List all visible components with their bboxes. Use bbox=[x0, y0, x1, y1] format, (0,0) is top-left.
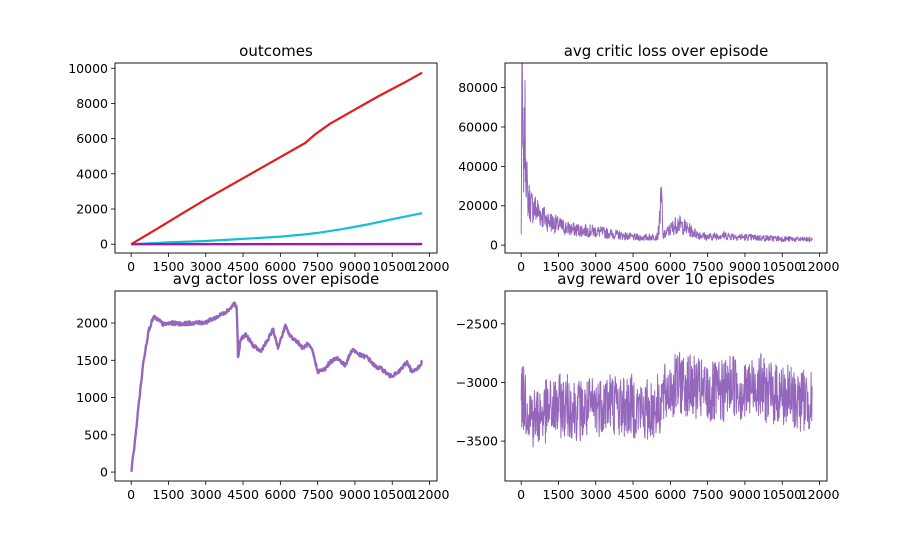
x-tick-label: 9000 bbox=[339, 487, 371, 502]
chart-title: outcomes bbox=[239, 42, 313, 60]
x-tick-label: 7500 bbox=[692, 259, 724, 274]
axes-frame bbox=[114, 62, 438, 254]
y-tick-label: −2500 bbox=[456, 316, 498, 331]
y-tick-label: 10000 bbox=[68, 61, 108, 76]
x-tick-label: 12000 bbox=[410, 259, 450, 274]
series-line-1 bbox=[520, 351, 813, 448]
y-tick-label: 6000 bbox=[76, 131, 108, 146]
series-line-2 bbox=[131, 212, 423, 246]
x-tick-label: 3000 bbox=[580, 259, 612, 274]
y-tick-label: 500 bbox=[84, 427, 108, 442]
axes-frame bbox=[504, 290, 828, 482]
x-tick-label: 0 bbox=[517, 487, 525, 502]
y-tick-label: −3500 bbox=[456, 434, 498, 449]
x-tick-label: 12000 bbox=[410, 487, 450, 502]
x-tick-label: 6000 bbox=[264, 487, 296, 502]
x-tick-label: 0 bbox=[127, 487, 135, 502]
x-tick-label: 1500 bbox=[543, 487, 575, 502]
series-line-1 bbox=[130, 301, 423, 473]
y-tick-label: 40000 bbox=[458, 159, 498, 174]
y-tick-label: 80000 bbox=[458, 80, 498, 95]
x-tick-label: 9000 bbox=[729, 259, 761, 274]
x-tick-label: 4500 bbox=[617, 487, 649, 502]
x-tick-label: 1500 bbox=[543, 259, 575, 274]
y-tick-label: 1500 bbox=[76, 353, 108, 368]
x-tick-label: 3000 bbox=[580, 487, 612, 502]
x-tick-label: 6000 bbox=[264, 259, 296, 274]
x-tick-label: 7500 bbox=[302, 259, 334, 274]
y-tick-label: −3000 bbox=[456, 375, 498, 390]
x-tick-label: 12000 bbox=[800, 487, 840, 502]
y-tick-label: 8000 bbox=[76, 96, 108, 111]
x-tick-label: 12000 bbox=[800, 259, 840, 274]
chart-title: avg actor loss over episode bbox=[173, 270, 379, 288]
y-tick-label: 60000 bbox=[458, 119, 498, 134]
x-tick-label: 10500 bbox=[372, 487, 412, 502]
y-tick-label: 20000 bbox=[458, 198, 498, 213]
y-tick-label: 0 bbox=[100, 465, 108, 480]
x-tick-label: 10500 bbox=[762, 487, 802, 502]
y-tick-label: 1000 bbox=[76, 390, 108, 405]
y-tick-label: 4000 bbox=[76, 166, 108, 181]
x-tick-label: 4500 bbox=[617, 259, 649, 274]
x-tick-label: 9000 bbox=[339, 259, 371, 274]
x-tick-label: 1500 bbox=[153, 259, 185, 274]
x-tick-label: 4500 bbox=[227, 259, 259, 274]
x-tick-label: 6000 bbox=[654, 487, 686, 502]
y-tick-label: 2000 bbox=[76, 202, 108, 217]
y-tick-label: 0 bbox=[490, 238, 498, 253]
x-tick-label: 7500 bbox=[692, 487, 724, 502]
x-tick-label: 6000 bbox=[654, 259, 686, 274]
x-tick-label: 9000 bbox=[729, 487, 761, 502]
x-tick-label: 1500 bbox=[153, 487, 185, 502]
x-tick-label: 0 bbox=[517, 259, 525, 274]
y-tick-label: 2000 bbox=[76, 316, 108, 331]
x-tick-label: 4500 bbox=[227, 487, 259, 502]
x-tick-label: 3000 bbox=[190, 487, 222, 502]
y-tick-label: 0 bbox=[100, 237, 108, 252]
x-tick-label: 10500 bbox=[762, 259, 802, 274]
axes-frame bbox=[504, 62, 828, 254]
axes-frame bbox=[114, 290, 438, 482]
x-tick-label: 0 bbox=[127, 259, 135, 274]
x-tick-label: 10500 bbox=[372, 259, 412, 274]
x-tick-label: 3000 bbox=[190, 259, 222, 274]
x-tick-label: 7500 bbox=[302, 487, 334, 502]
series-line-1 bbox=[130, 71, 423, 246]
series-line-1 bbox=[520, 63, 813, 243]
chart-title: avg reward over 10 episodes bbox=[557, 270, 775, 288]
chart-title: avg critic loss over episode bbox=[564, 42, 769, 60]
